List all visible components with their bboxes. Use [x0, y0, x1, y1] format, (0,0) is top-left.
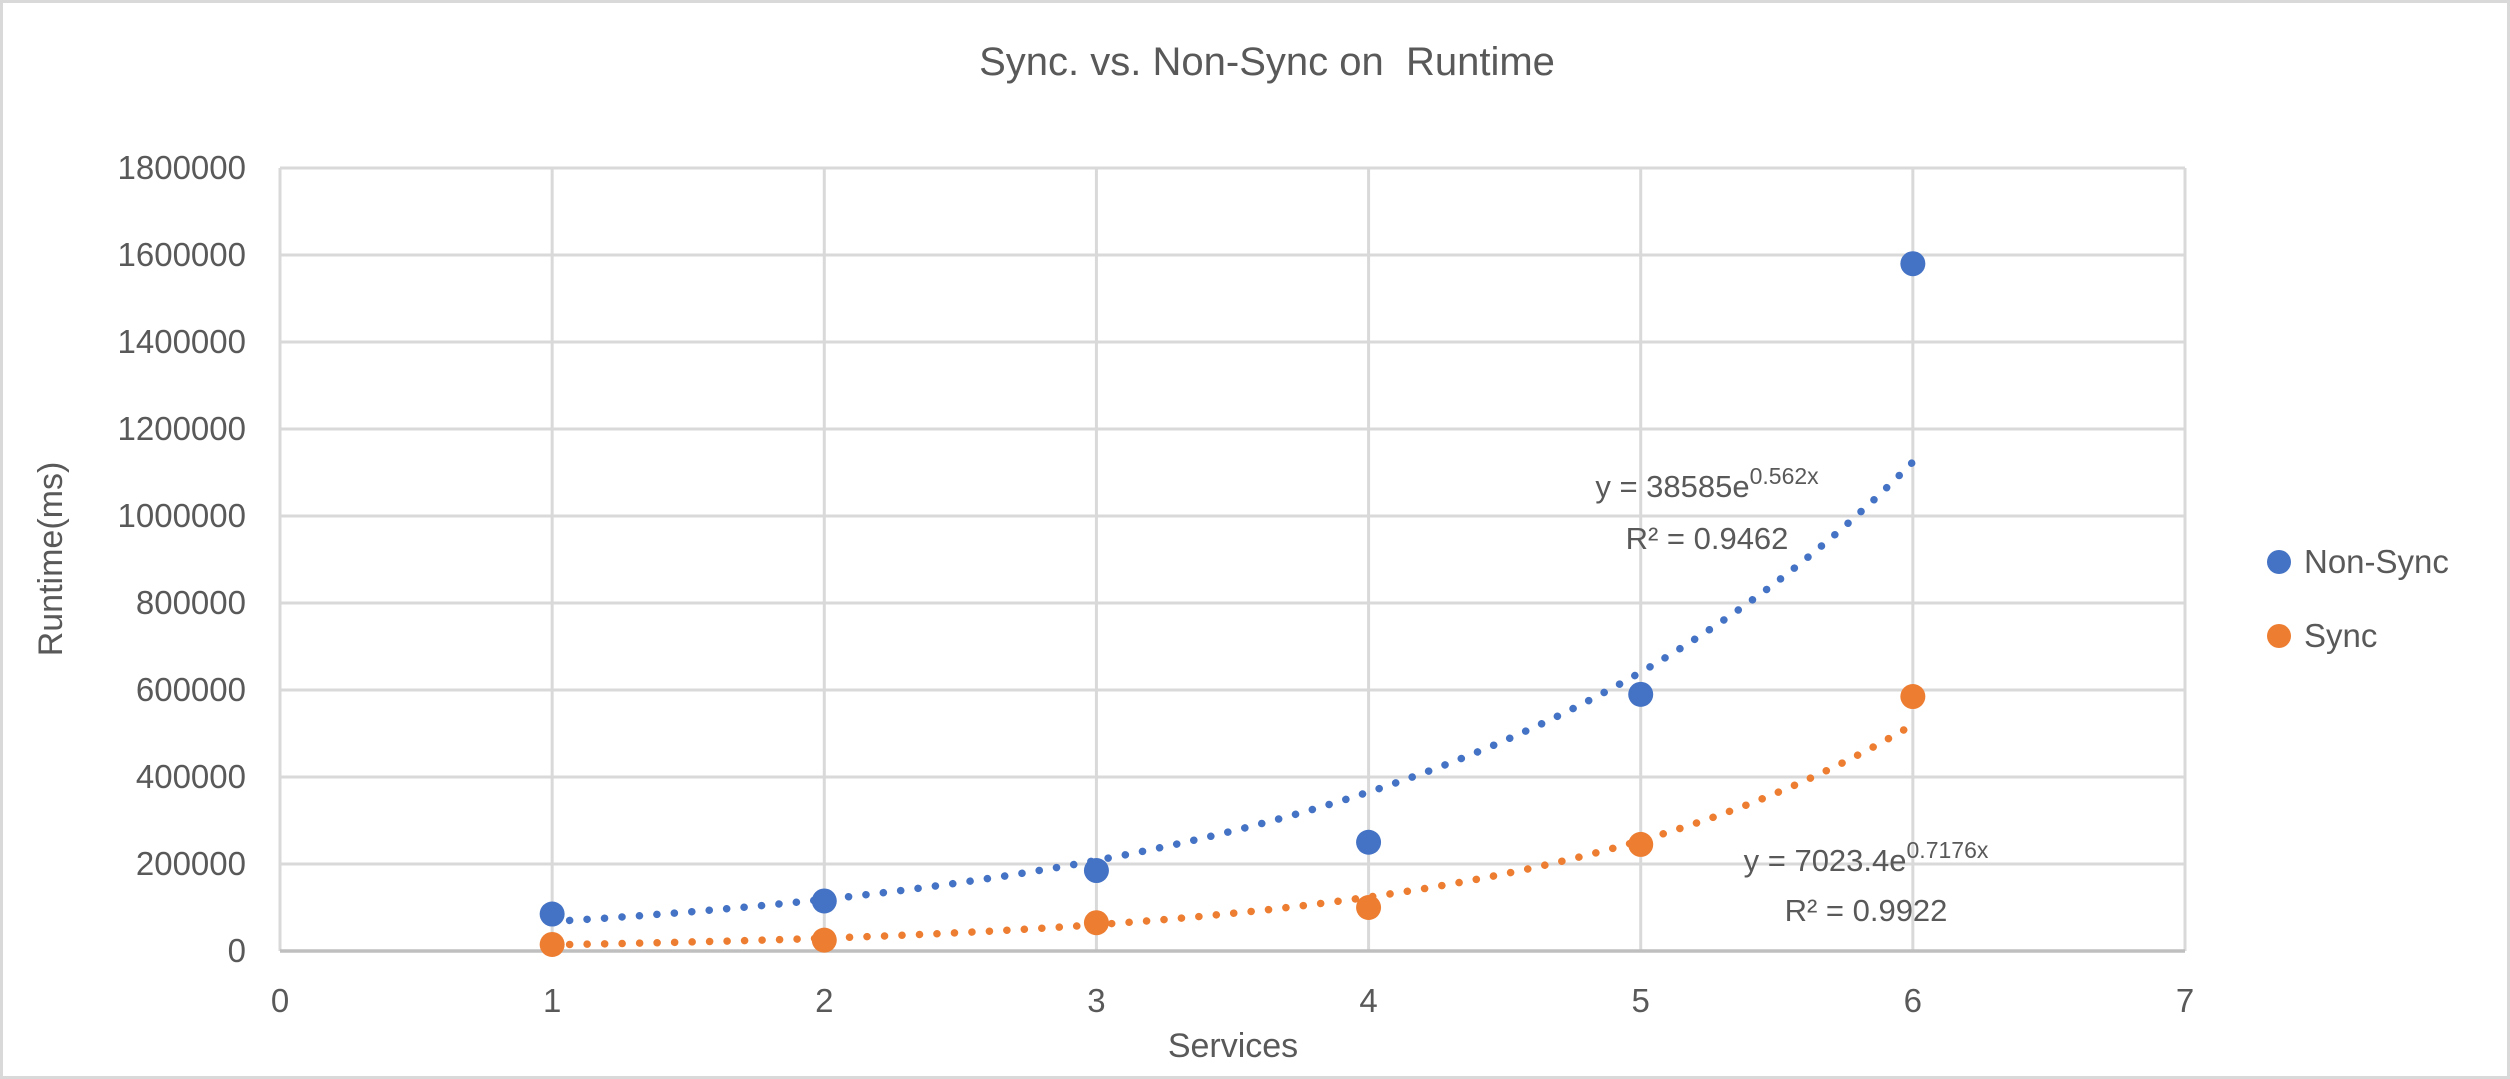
- y-axis-title: Runtime(ms): [32, 462, 70, 657]
- trendline-sync: [548, 720, 1917, 949]
- x-tick-label: 3: [1087, 982, 1105, 1019]
- legend-marker-sync-icon: [2267, 624, 2291, 648]
- data-point-sync: [1900, 684, 1926, 710]
- r-squared-sync: R² = 0.9922: [1785, 893, 1948, 928]
- legend-marker-non-sync-icon: [2267, 550, 2291, 574]
- legend-item-sync[interactable]: Sync: [2267, 617, 2377, 654]
- y-tick-label: 200000: [136, 845, 246, 882]
- trendline-label-sync[interactable]: y = 7023.4e0.7176x R² = 0.9922: [1744, 837, 1989, 928]
- x-tick-label: 1: [543, 982, 561, 1019]
- legend: Non-Sync Sync: [2267, 543, 2449, 654]
- data-point-non-sync: [1083, 858, 1109, 884]
- data-point-sync: [1628, 831, 1654, 857]
- equation-exponent-non-sync: 0.562x: [1750, 463, 1820, 489]
- x-tick-label: 4: [1359, 982, 1377, 1019]
- data-point-non-sync: [1628, 681, 1654, 707]
- chart-title[interactable]: Sync. vs. Non-Sync on Runtime: [979, 40, 1555, 84]
- data-point-sync: [811, 927, 837, 953]
- data-point-sync: [539, 931, 565, 957]
- data-point-sync: [1083, 910, 1109, 936]
- gridlines: [278, 166, 2187, 953]
- x-tick-label: 5: [1632, 982, 1650, 1019]
- y-tick-label: 1800000: [118, 149, 246, 186]
- legend-label-sync: Sync: [2304, 617, 2377, 654]
- x-tick-label: 2: [815, 982, 833, 1019]
- y-tick-label: 1200000: [118, 410, 246, 447]
- data-point-non-sync: [811, 888, 837, 914]
- trendline-label-non-sync[interactable]: y = 38585e0.562x R² = 0.9462: [1595, 463, 1819, 556]
- legend-label-non-sync: Non-Sync: [2304, 543, 2449, 580]
- data-point-non-sync: [1356, 829, 1382, 855]
- data-point-sync: [1356, 895, 1382, 920]
- trendline-non-sync: [548, 458, 1917, 926]
- series-layer: [539, 251, 1926, 957]
- x-tick-label: 6: [1904, 982, 1922, 1019]
- svg-text:y = 38585e0.562x: y = 38585e0.562x: [1595, 463, 1819, 504]
- y-tick-label: 600000: [136, 671, 246, 708]
- y-tick-label: 1000000: [118, 497, 246, 534]
- r-squared-non-sync: R² = 0.9462: [1626, 521, 1789, 556]
- data-point-non-sync: [539, 901, 565, 927]
- equation-text-non-sync: y = 38585e: [1595, 469, 1749, 504]
- x-tick-label: 0: [271, 982, 289, 1019]
- data-point-non-sync: [1900, 251, 1926, 277]
- y-tick-label: 1600000: [118, 236, 246, 273]
- y-tick-label: 800000: [136, 584, 246, 621]
- x-axis-title: Services: [1168, 1027, 1298, 1065]
- y-tick-label: 400000: [136, 758, 246, 795]
- equation-exponent-sync: 0.7176x: [1907, 837, 1989, 863]
- y-tick-label: 1400000: [118, 323, 246, 360]
- equation-text-sync: y = 7023.4e: [1744, 843, 1907, 878]
- legend-item-non-sync[interactable]: Non-Sync: [2267, 543, 2449, 580]
- axis-tick-labels: 0 1 2 3 4 5 6 7 0 200000 400000 600000 800000 1000000…: [118, 149, 2195, 1019]
- y-tick-label: 0: [228, 932, 246, 969]
- x-tick-label: 7: [2176, 982, 2194, 1019]
- svg-text:y = 7023.4e0.7176x: y = 7023.4e0.7176x: [1744, 837, 1989, 878]
